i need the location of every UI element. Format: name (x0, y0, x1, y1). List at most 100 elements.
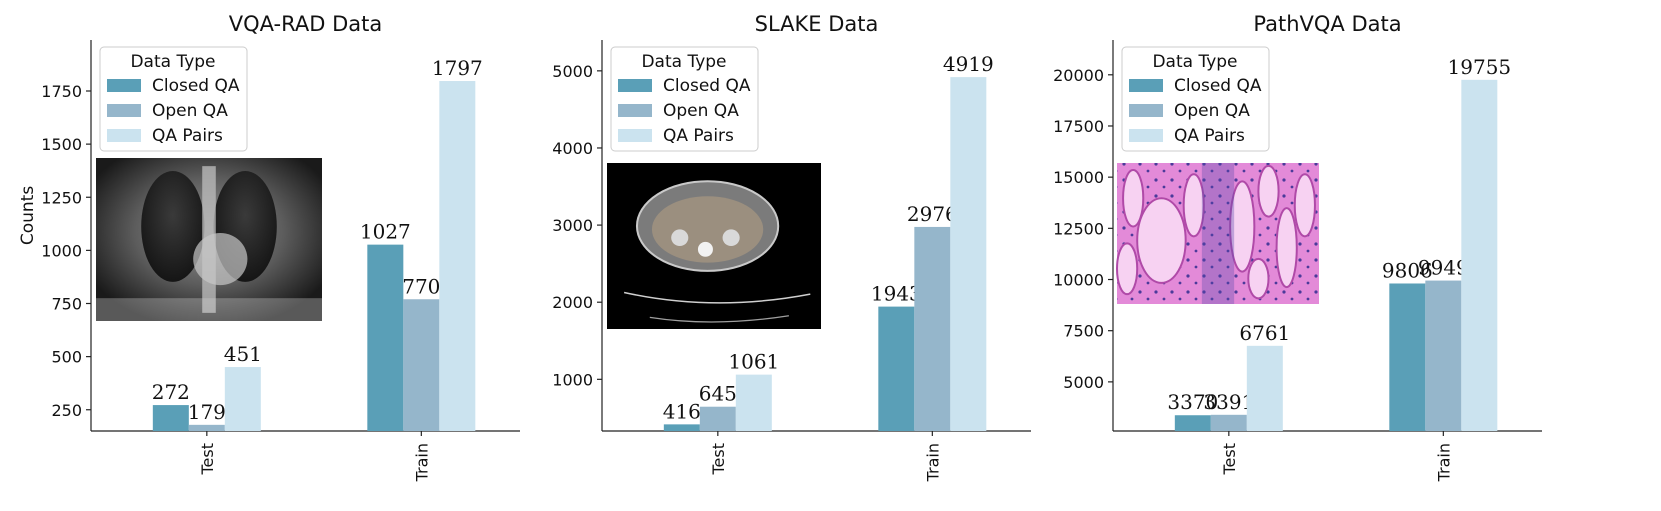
inset-pathology-tubule (1182, 173, 1205, 238)
y-tick-label: 15000 (1053, 168, 1104, 187)
inset-pathology-tubule (1116, 242, 1139, 296)
chart-title: VQA-RAD Data (229, 12, 382, 36)
bar-value-label: 3391 (1203, 390, 1254, 414)
y-tick-label: 5000 (1063, 373, 1104, 392)
bar (439, 81, 476, 431)
chart-legend: Data Type Closed QA Open QA QA Pairs (610, 46, 759, 152)
inset-ct-vertebra (697, 241, 713, 257)
bar-value-label: 9806 (1382, 258, 1433, 282)
chart-legend: Data Type Closed QA Open QA QA Pairs (99, 46, 248, 152)
inset-pathology-tubule (1293, 173, 1316, 238)
x-tick-label: Test (709, 443, 728, 476)
bar-value-label: 6761 (1239, 321, 1290, 345)
inset-pathology-tubule (1247, 257, 1270, 300)
legend-label: Closed QA (663, 76, 751, 96)
inset-pathology-tubule (1257, 164, 1280, 218)
y-tick-label: 2000 (552, 293, 593, 312)
legend-swatch (107, 79, 141, 92)
chart-title: PathVQA Data (1253, 12, 1401, 36)
legend-frame (99, 46, 248, 152)
x-tick-label: Test (198, 443, 217, 476)
y-tick-label: 5000 (552, 62, 593, 81)
y-tick-label: 1000 (552, 370, 593, 389)
bar (403, 299, 440, 431)
inset-pathology-infiltrate (1201, 163, 1235, 304)
y-tick-label: 250 (51, 401, 82, 420)
bar (1210, 414, 1247, 431)
bar (224, 367, 261, 431)
bar (878, 306, 915, 431)
inset-ct-organs (651, 196, 764, 263)
bar (1174, 415, 1211, 431)
legend-title: Data Type (641, 52, 726, 72)
legend-swatch (107, 104, 141, 117)
inset-ct-kidney-left (671, 229, 689, 246)
y-tick-label: 3000 (552, 216, 593, 235)
bar-value-label: 179 (188, 400, 226, 424)
bar-value-label: 3370 (1167, 390, 1218, 414)
inset-pathology-tubule (1229, 180, 1256, 273)
bar (699, 406, 736, 431)
bar-value-label: 272 (152, 380, 190, 404)
bar (1389, 283, 1426, 431)
bar (950, 77, 987, 431)
bar (914, 226, 951, 431)
bar (152, 405, 189, 431)
legend-swatch (618, 129, 652, 142)
y-tick-label: 500 (51, 348, 82, 367)
legend-label: QA Pairs (152, 126, 223, 146)
bar (367, 244, 404, 431)
legend-label: QA Pairs (1174, 126, 1245, 146)
inset-pathology-tubule (1136, 197, 1187, 284)
inset-xray-lung-left (141, 171, 205, 282)
bar (1461, 79, 1498, 431)
bar-value-label: 9949 (1418, 256, 1469, 280)
bar (663, 424, 700, 431)
legend-swatch (618, 104, 652, 117)
legend-label: Closed QA (152, 76, 240, 96)
legend-label: Closed QA (1174, 76, 1262, 96)
legend-label: Open QA (152, 101, 228, 121)
y-tick-label: 12500 (1053, 219, 1104, 238)
y-axis-label: Counts (18, 186, 38, 245)
y-tick-label: 1500 (41, 135, 82, 154)
bar-value-label: 416 (663, 399, 701, 423)
y-tick-label: 1750 (41, 82, 82, 101)
chart-legend: Data Type Closed QA Open QA QA Pairs (1121, 46, 1270, 152)
bar (1425, 280, 1462, 431)
x-tick-label: Train (412, 443, 431, 482)
legend-label: QA Pairs (663, 126, 734, 146)
legend-frame (1121, 46, 1270, 152)
bar-value-label: 451 (224, 342, 262, 366)
inset-xray-heart (193, 232, 248, 286)
bar (1246, 345, 1283, 431)
bar (735, 374, 772, 431)
chart-panel: VQA-RAD Data Counts 250 500 750 1000 1250 1500 1… (18, 12, 520, 482)
legend-frame (610, 46, 759, 152)
legend-title: Data Type (1152, 52, 1237, 72)
bar-value-label: 1797 (432, 56, 483, 80)
bar-value-label: 1943 (871, 282, 922, 306)
bar-value-label: 19755 (1448, 55, 1512, 79)
bar-value-label: 1061 (728, 350, 779, 374)
bar-value-label: 645 (699, 382, 737, 406)
y-tick-label: 7500 (1063, 322, 1104, 341)
legend-swatch (618, 79, 652, 92)
legend-label: Open QA (663, 101, 739, 121)
inset-ct-kidney-right (722, 229, 740, 246)
bar-value-label: 2976 (907, 202, 958, 226)
x-tick-label: Train (1434, 443, 1453, 482)
inset-xray-diaphragm (96, 298, 322, 321)
y-tick-label: 1000 (41, 241, 82, 260)
bar-value-label: 770 (402, 274, 440, 298)
chart-title: SLAKE Data (755, 12, 879, 36)
legend-swatch (1129, 79, 1163, 92)
bar-value-label: 4919 (943, 52, 994, 76)
y-tick-label: 20000 (1053, 66, 1104, 85)
x-tick-label: Train (923, 443, 942, 482)
y-tick-label: 10000 (1053, 271, 1104, 290)
inset-ct-table-line (623, 291, 811, 304)
inset-pathology-tubule (1275, 207, 1298, 289)
